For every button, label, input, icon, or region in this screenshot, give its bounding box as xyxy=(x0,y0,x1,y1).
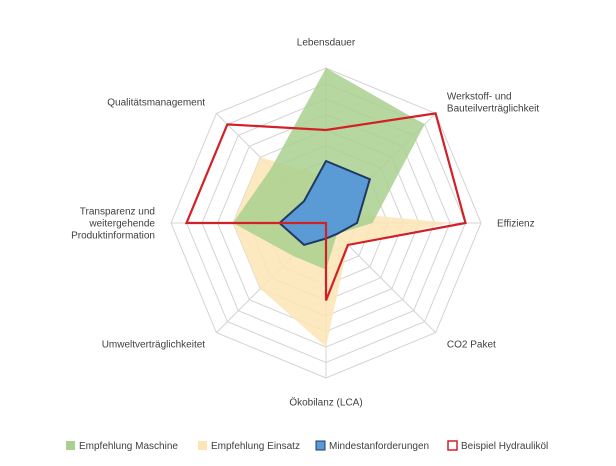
legend-swatch xyxy=(315,440,326,451)
axis-label: Qualitätsmanagement xyxy=(107,98,205,109)
legend-swatch xyxy=(66,441,75,450)
legend-swatch xyxy=(447,440,458,451)
legend-swatch xyxy=(198,441,207,450)
legend-label: Beispiel Hydrauliköl xyxy=(461,441,548,452)
axis-label: CO2 Paket xyxy=(447,340,496,351)
legend-label: Empfehlung Einsatz xyxy=(211,441,300,452)
axis-label: Transparenz und weitergehende Produktinfor… xyxy=(71,207,155,242)
axis-label: Umweltverträglichkeitet xyxy=(102,340,206,351)
legend-label: Empfehlung Maschine xyxy=(79,441,178,452)
axis-label: Werkstoff- und Bauteilverträglichkeit xyxy=(447,92,539,115)
radar-series xyxy=(184,68,467,347)
axis-label: Lebensdauer xyxy=(297,38,356,49)
radar-axis-labels: Lebensdauer Werkstoff- und Bauteilverträgl… xyxy=(71,38,539,409)
legend-label: Mindestanforderungen xyxy=(329,441,429,452)
axis-label: Ökobilanz (LCA) xyxy=(289,397,362,409)
series-beispiel-hydraulik-l xyxy=(184,112,467,301)
chart-legend: Empfehlung Maschine Empfehlung Einsatz Min… xyxy=(66,440,548,452)
axis-label: Effizienz xyxy=(497,219,535,230)
